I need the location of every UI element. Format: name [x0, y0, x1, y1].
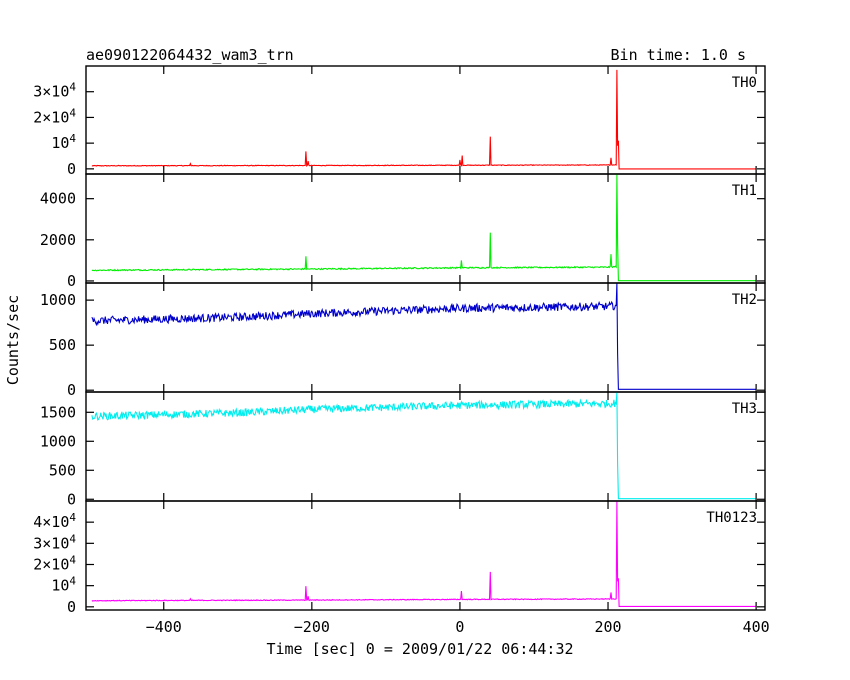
- series-line-th3: [91, 391, 757, 500]
- y-tick-label: 500: [49, 336, 76, 354]
- panel-label-th0: TH0: [732, 75, 757, 91]
- y-axis-label: Counts/sec: [4, 295, 22, 385]
- series-line-th0: [91, 69, 757, 170]
- panel-label-th0123: TH0123: [706, 510, 757, 526]
- y-tick-label: 0: [67, 381, 76, 399]
- y-tick-label: 0: [67, 598, 76, 616]
- y-tick-label: 4000: [40, 190, 76, 208]
- x-tick-label: 0: [455, 618, 464, 636]
- panel-frame: [85, 500, 766, 611]
- y-tick-label: 500: [49, 461, 76, 479]
- panel-th2: 0 500 1000 TH2: [40, 282, 766, 399]
- y-tick-label: 2×104: [33, 106, 76, 126]
- x-tick-label: 200: [594, 618, 621, 636]
- series-line-th0123: [91, 500, 757, 607]
- panel-frame: [85, 282, 766, 393]
- x-tick-label: −200: [294, 618, 330, 636]
- x-tick-label: 400: [743, 618, 770, 636]
- y-tick-label: 104: [51, 132, 76, 152]
- panel-label-th1: TH1: [732, 183, 757, 199]
- x-axis-label: Time [sec] 0 = 2009/01/22 06:44:32: [266, 640, 573, 658]
- panel-th3: 0 500 1000 1500 TH3: [40, 391, 766, 508]
- panel-th1: 0 2000 4000 TH1: [40, 173, 766, 290]
- panel-frame: [85, 173, 766, 284]
- y-tick-label: 0: [67, 272, 76, 290]
- y-tick-label: 2000: [40, 231, 76, 249]
- y-tick-label: 2×104: [33, 553, 76, 573]
- y-tick-label: 4×104: [33, 511, 76, 531]
- y-tick-label: 0: [67, 490, 76, 508]
- chart-title-right: Bin time: 1.0 s: [611, 46, 746, 64]
- y-tick-label: 3×104: [33, 81, 76, 101]
- panel-label-th2: TH2: [732, 292, 757, 308]
- chart-title-left: ae090122064432_wam3_trn: [86, 46, 294, 64]
- panel-frame: [85, 65, 766, 175]
- y-tick-label: 1000: [40, 291, 76, 309]
- y-tick-label: 104: [51, 575, 76, 595]
- panel-th0: 0 104 2×104 3×104 TH0: [33, 65, 766, 178]
- panel-label-th3: TH3: [732, 401, 757, 417]
- y-tick-label: 3×104: [33, 532, 76, 552]
- y-tick-label: 1000: [40, 432, 76, 450]
- series-line-th1: [91, 173, 757, 282]
- x-tick-label: −400: [146, 618, 182, 636]
- series-line-th2: [91, 282, 757, 390]
- y-tick-label: 0: [67, 160, 76, 178]
- y-tick-label: 1500: [40, 403, 76, 421]
